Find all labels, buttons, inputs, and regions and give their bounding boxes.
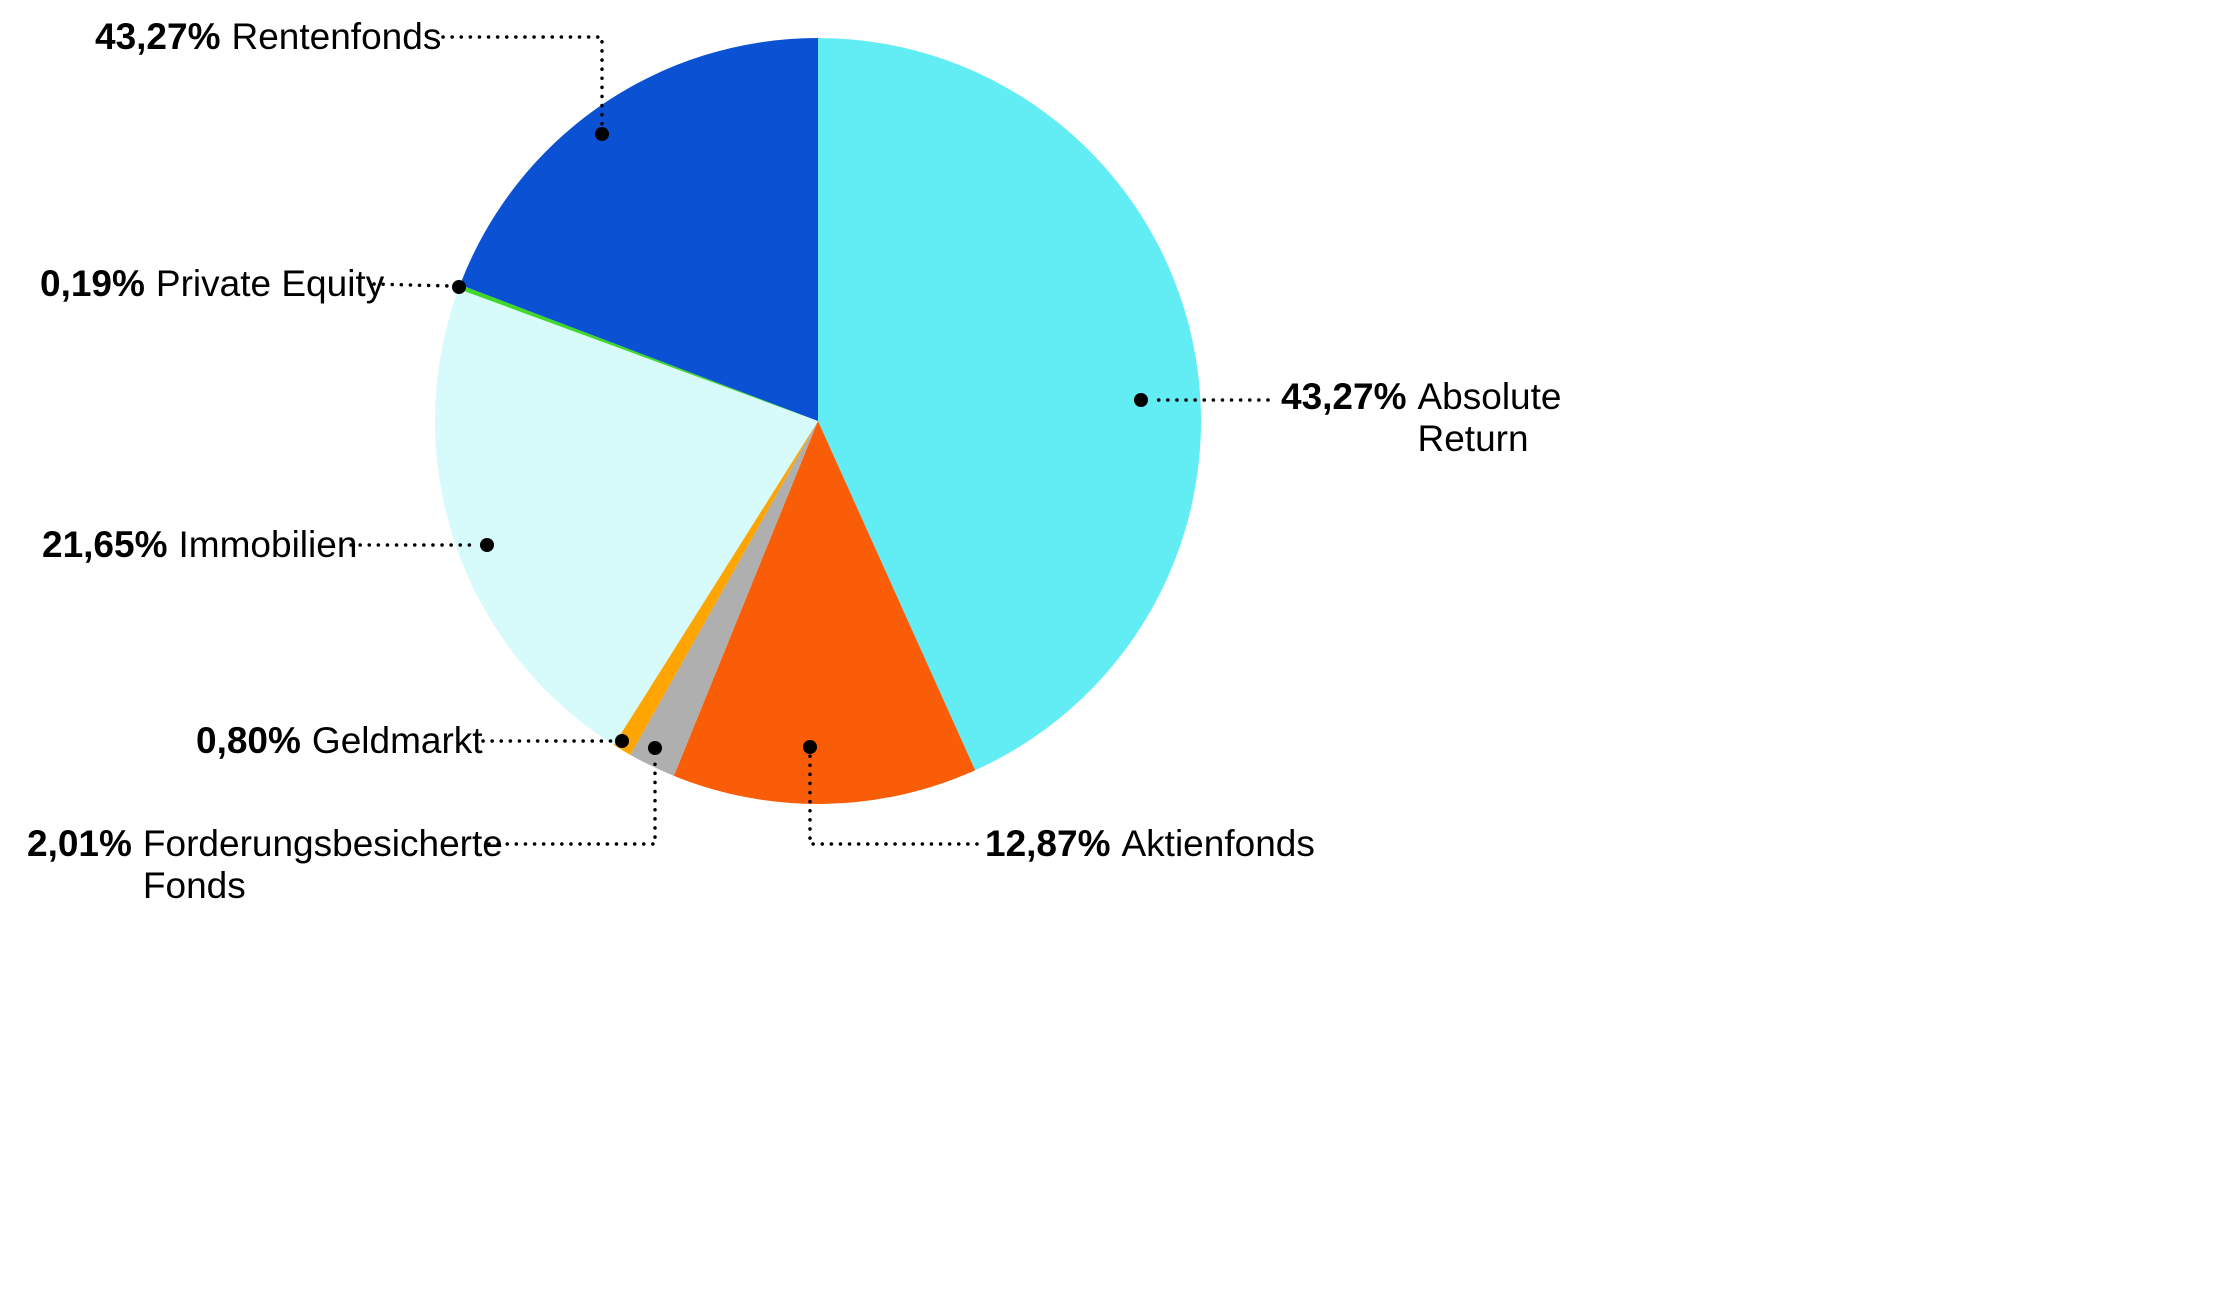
leader-dot-immobilien: [480, 538, 494, 552]
pie-slice-aktienfonds: [673, 421, 976, 805]
leader-dot-rentenfonds: [595, 127, 609, 141]
pie-slice-immobilien: [434, 289, 818, 746]
leader-dot-absolute-return: [1134, 393, 1148, 407]
leader-dot-private-equity: [452, 280, 466, 294]
label-private-equity-name: Private Equity: [155, 263, 385, 304]
leader-forderungsbesicherte-fonds: [487, 755, 657, 846]
pie-slice-absolute-return: [818, 38, 1202, 771]
pie-slice-forderungsbesicherte-fonds: [630, 421, 818, 776]
pie-slice-geldmarkt: [613, 421, 818, 755]
label-geldmarkt: 0,80% Geldmarkt: [196, 720, 483, 762]
leader-dot-geldmarkt: [615, 734, 629, 748]
leader-dot-aktienfonds: [803, 740, 817, 754]
pie-slices: [434, 38, 1202, 805]
label-geldmarkt-pct: 0,80%: [196, 720, 301, 761]
label-aktienfonds-name: Aktienfonds: [1121, 823, 1315, 864]
label-forderungsbesicherte-fonds-name: Forderungsbesicherte Fonds: [142, 823, 503, 906]
label-rentenfonds: 43,27% Rentenfonds: [95, 16, 441, 58]
label-rentenfonds-name: Rentenfonds: [231, 16, 442, 57]
leader-rentenfonds: [441, 35, 604, 128]
label-immobilien: 21,65% Immobilien: [42, 524, 357, 566]
label-private-equity: 0,19% Private Equity: [40, 263, 384, 305]
label-private-equity-pct: 0,19%: [40, 263, 145, 304]
label-absolute-return: 43,27% Absolute Return: [1281, 376, 1588, 460]
label-aktienfonds: 12,87% Aktienfonds: [985, 823, 1315, 865]
leader-aktienfonds: [808, 754, 979, 846]
label-geldmarkt-name: Geldmarkt: [311, 720, 483, 761]
label-absolute-return-name: Absolute Return: [1417, 376, 1562, 459]
leader-lines: [349, 35, 1270, 846]
leader-private-equity: [372, 282, 452, 288]
pie-slice-private-equity: [458, 284, 818, 421]
leader-dot-forderungsbesicherte-fonds: [648, 741, 662, 755]
pie-slice-rentenfonds: [460, 38, 818, 421]
label-aktienfonds-pct: 12,87%: [985, 823, 1111, 864]
label-forderungsbesicherte-fonds-pct: 2,01%: [27, 823, 132, 864]
label-absolute-return-pct: 43,27%: [1281, 376, 1407, 417]
label-immobilien-pct: 21,65%: [42, 524, 168, 565]
label-immobilien-name: Immobilien: [178, 524, 358, 565]
label-forderungsbesicherte-fonds: 2,01% Forderungsbesicherte Fonds: [27, 823, 543, 907]
label-rentenfonds-pct: 43,27%: [95, 16, 221, 57]
